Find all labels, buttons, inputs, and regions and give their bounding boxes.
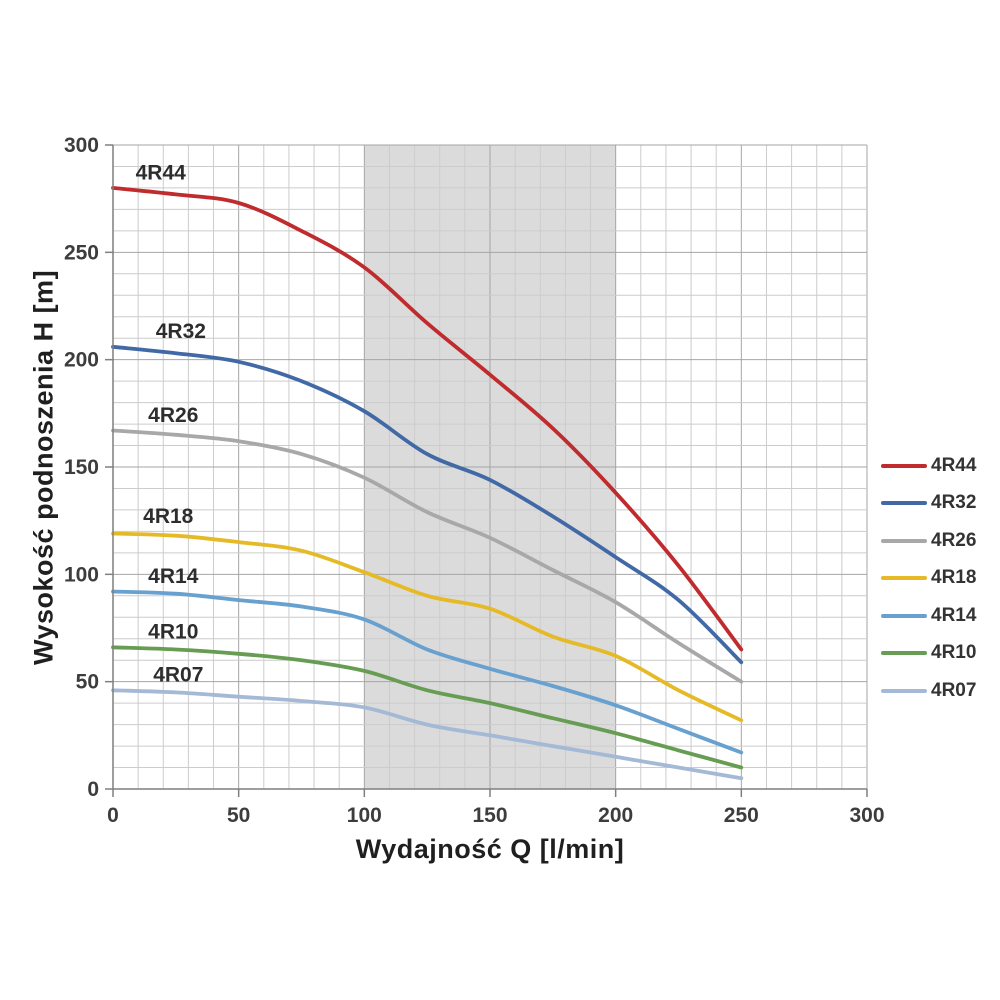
legend-entry-4r14: 4R14 — [881, 597, 976, 635]
curve-label-4r18: 4R18 — [143, 505, 194, 528]
y-tick-label-250: 250 — [64, 241, 99, 264]
curve-label-4r44: 4R44 — [136, 161, 187, 184]
curve-label-4r07: 4R07 — [153, 664, 203, 687]
legend-label-4r32: 4R32 — [931, 492, 977, 514]
curve-label-4r32: 4R32 — [156, 320, 206, 343]
legend-line-4r44 — [881, 463, 927, 468]
x-tick-label-0: 0 — [107, 804, 119, 827]
legend-line-4r07 — [881, 688, 927, 693]
legend-entry-4r32: 4R32 — [881, 485, 976, 523]
x-tick-label-50: 50 — [227, 804, 250, 827]
x-tick-label-250: 250 — [724, 804, 759, 827]
legend-entry-4r07: 4R07 — [881, 672, 976, 710]
legend-line-4r14 — [881, 613, 927, 618]
legend-entry-4r10: 4R10 — [881, 635, 976, 673]
legend-label-4r07: 4R07 — [931, 679, 977, 701]
y-tick-label-50: 50 — [76, 671, 99, 694]
curve-4r32 — [111, 344, 744, 665]
legend-line-4r32 — [881, 501, 927, 506]
legend-entry-4r18: 4R18 — [881, 560, 976, 598]
curve-label-4r14: 4R14 — [148, 565, 199, 588]
legend-label-4r10: 4R10 — [931, 642, 977, 664]
y-tick-label-200: 200 — [64, 349, 99, 372]
curve-4r10 — [111, 645, 744, 770]
legend-label-4r18: 4R18 — [931, 567, 977, 589]
legend-line-4r26 — [881, 538, 927, 543]
legend-entry-4r44: 4R44 — [881, 447, 976, 485]
curve-label-4r10: 4R10 — [148, 621, 198, 644]
legend-entry-4r26: 4R26 — [881, 522, 976, 560]
curve-4r07 — [111, 688, 744, 781]
y-axis-title: Wysokość podnoszenia H [m] — [28, 269, 59, 665]
y-tick-label-150: 150 — [64, 456, 99, 479]
legend-label-4r44: 4R44 — [931, 454, 977, 476]
x-tick-label-100: 100 — [347, 804, 382, 827]
y-tick-label-0: 0 — [87, 778, 99, 801]
x-tick-label-300: 300 — [849, 804, 884, 827]
curve-4r44 — [111, 186, 744, 652]
curve-4r14 — [111, 589, 744, 755]
y-tick-label-100: 100 — [64, 563, 99, 586]
legend-label-4r26: 4R26 — [931, 529, 977, 551]
curve-label-4r26: 4R26 — [148, 404, 198, 427]
legend-label-4r14: 4R14 — [931, 604, 977, 626]
x-tick-label-150: 150 — [472, 804, 507, 827]
x-axis-title: Wydajność Q [l/min] — [355, 834, 625, 864]
curve-4r26 — [111, 428, 744, 684]
curve-4r18 — [111, 531, 744, 723]
x-tick-label-200: 200 — [598, 804, 633, 827]
legend-line-4r18 — [881, 576, 927, 581]
legend-line-4r10 — [881, 651, 927, 656]
y-tick-label-300: 300 — [64, 134, 99, 157]
legend: 4R44 4R32 4R26 4R18 4R14 4R10 4R07 — [881, 447, 976, 710]
